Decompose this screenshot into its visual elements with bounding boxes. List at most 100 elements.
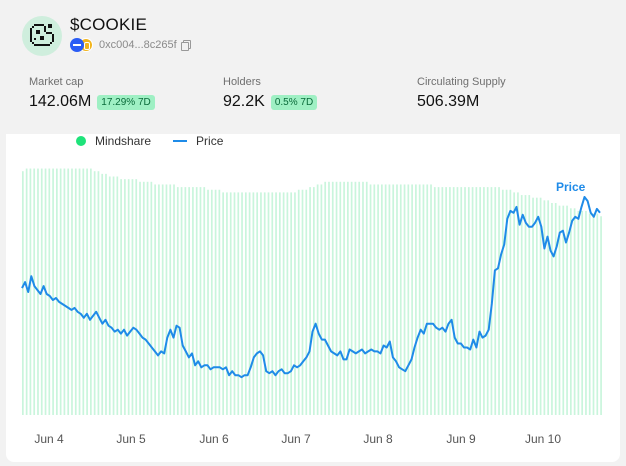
mindshare-bar bbox=[456, 187, 459, 415]
mindshare-bar bbox=[207, 189, 209, 415]
mindshare-bar bbox=[418, 184, 421, 415]
cookie-icon bbox=[22, 16, 62, 56]
mindshare-bar bbox=[509, 189, 512, 415]
mindshare-bar bbox=[577, 210, 580, 415]
mindshare-bar bbox=[244, 192, 247, 415]
stat-value: 142.06M bbox=[29, 93, 92, 110]
mindshare-bar bbox=[362, 181, 364, 415]
mindshare-bar bbox=[369, 184, 372, 415]
mindshare-bar bbox=[82, 168, 85, 415]
mindshare-bar bbox=[365, 181, 368, 415]
mindshare-bar bbox=[158, 184, 160, 415]
mindshare-bar bbox=[116, 176, 119, 415]
mindshare-bar bbox=[581, 210, 584, 415]
mindshare-bar bbox=[373, 184, 376, 415]
mindshare-bar bbox=[475, 187, 478, 415]
mindshare-bar bbox=[271, 192, 274, 415]
mindshare-bar bbox=[184, 187, 187, 415]
mindshare-bar bbox=[63, 168, 66, 415]
token-header: $COOKIE 0xc004...8c265f Market cap 142.0… bbox=[0, 0, 626, 134]
mindshare-bar bbox=[520, 195, 523, 415]
mindshare-bar bbox=[210, 189, 213, 415]
mindshare-bar bbox=[324, 181, 327, 415]
mindshare-bar bbox=[301, 189, 304, 415]
mindshare-bar bbox=[309, 187, 311, 415]
x-axis-ticks: Jun 4 Jun 5 Jun 6 Jun 7 Jun 8 Jun 9 Jun 10 bbox=[34, 432, 561, 446]
mindshare-bar bbox=[169, 184, 172, 415]
mindshare-bar bbox=[396, 184, 398, 415]
mindshare-bar bbox=[305, 189, 308, 415]
mindshare-bar bbox=[426, 184, 429, 415]
mindshare-bar bbox=[433, 187, 436, 415]
mindshare-bar bbox=[25, 168, 28, 415]
stat-label: Holders bbox=[223, 76, 261, 88]
mindshare-bar bbox=[286, 192, 289, 415]
x-tick-label: Jun 4 bbox=[34, 432, 64, 446]
mindshare-bar bbox=[226, 192, 228, 415]
mindshare-bar bbox=[142, 181, 145, 415]
mindshare-bar bbox=[464, 187, 466, 415]
mindshare-bar bbox=[260, 192, 262, 415]
mindshare-bar bbox=[358, 181, 361, 415]
x-tick-label: Jun 10 bbox=[525, 432, 561, 446]
mindshare-bar bbox=[199, 187, 202, 415]
mindshare-bar bbox=[108, 176, 111, 415]
mindshare-bar bbox=[562, 205, 565, 415]
mindshare-bars bbox=[22, 168, 602, 415]
mindshare-bar bbox=[501, 189, 504, 415]
stat-value: 506.39M bbox=[417, 93, 480, 110]
mindshare-bar bbox=[124, 179, 126, 415]
stat-label: Circulating Supply bbox=[417, 76, 506, 88]
mindshare-bar bbox=[282, 192, 285, 415]
mindshare-bar bbox=[505, 189, 508, 415]
mindshare-bar bbox=[430, 184, 432, 415]
mindshare-bar bbox=[494, 187, 497, 415]
token-ticker: $COOKIE bbox=[70, 15, 147, 34]
chart-legend: Mindshare Price bbox=[76, 134, 223, 148]
mindshare-bar bbox=[229, 192, 232, 415]
x-tick-label: Jun 5 bbox=[116, 432, 146, 446]
legend-label-mindshare[interactable]: Mindshare bbox=[95, 134, 152, 148]
mindshare-bar bbox=[554, 203, 557, 415]
mindshare-bar bbox=[33, 168, 36, 415]
copy-icon[interactable] bbox=[180, 40, 191, 51]
mindshare-bar bbox=[180, 187, 183, 415]
mindshare-bar bbox=[214, 189, 217, 415]
address-row: 0xc004...8c265f bbox=[70, 38, 191, 52]
mindshare-bar bbox=[252, 192, 255, 415]
mindshare-bar bbox=[29, 168, 32, 415]
mindshare-bar bbox=[524, 195, 527, 415]
mindshare-bar bbox=[67, 168, 70, 415]
mindshare-bar bbox=[479, 187, 481, 415]
mindshare-bar bbox=[22, 171, 24, 415]
mindshare-bar bbox=[354, 181, 357, 415]
mindshare-bar bbox=[173, 184, 175, 415]
mindshare-bar bbox=[161, 184, 164, 415]
mindshare-bar bbox=[535, 197, 538, 415]
mindshare-bar bbox=[93, 171, 96, 415]
mindshare-bar bbox=[222, 192, 224, 415]
mindshare-bar bbox=[150, 181, 153, 415]
mindshare-bar bbox=[256, 192, 259, 415]
mindshare-bar bbox=[422, 184, 425, 415]
mindshare-bar bbox=[146, 181, 149, 415]
mindshare-bar bbox=[381, 184, 383, 415]
legend-label-price[interactable]: Price bbox=[196, 134, 224, 148]
mindshare-bar bbox=[339, 181, 342, 415]
x-tick-label: Jun 6 bbox=[199, 432, 229, 446]
mindshare-bar bbox=[600, 216, 602, 415]
mindshare-bar bbox=[343, 181, 345, 415]
mindshare-bar bbox=[566, 205, 568, 415]
mindshare-bar bbox=[267, 192, 270, 415]
mindshare-bar bbox=[498, 187, 500, 415]
stat-holders: Holders 92.2K 0.5% 7D bbox=[223, 76, 318, 111]
price-line bbox=[21, 196, 601, 379]
mindshare-bar bbox=[547, 200, 550, 415]
mindshare-bar bbox=[331, 181, 334, 415]
mindshare-bar bbox=[471, 187, 474, 415]
mindshare-bar bbox=[392, 184, 395, 415]
mindshare-bar bbox=[441, 187, 444, 415]
mindshare-bar bbox=[135, 179, 138, 415]
x-tick-label: Jun 7 bbox=[281, 432, 311, 446]
